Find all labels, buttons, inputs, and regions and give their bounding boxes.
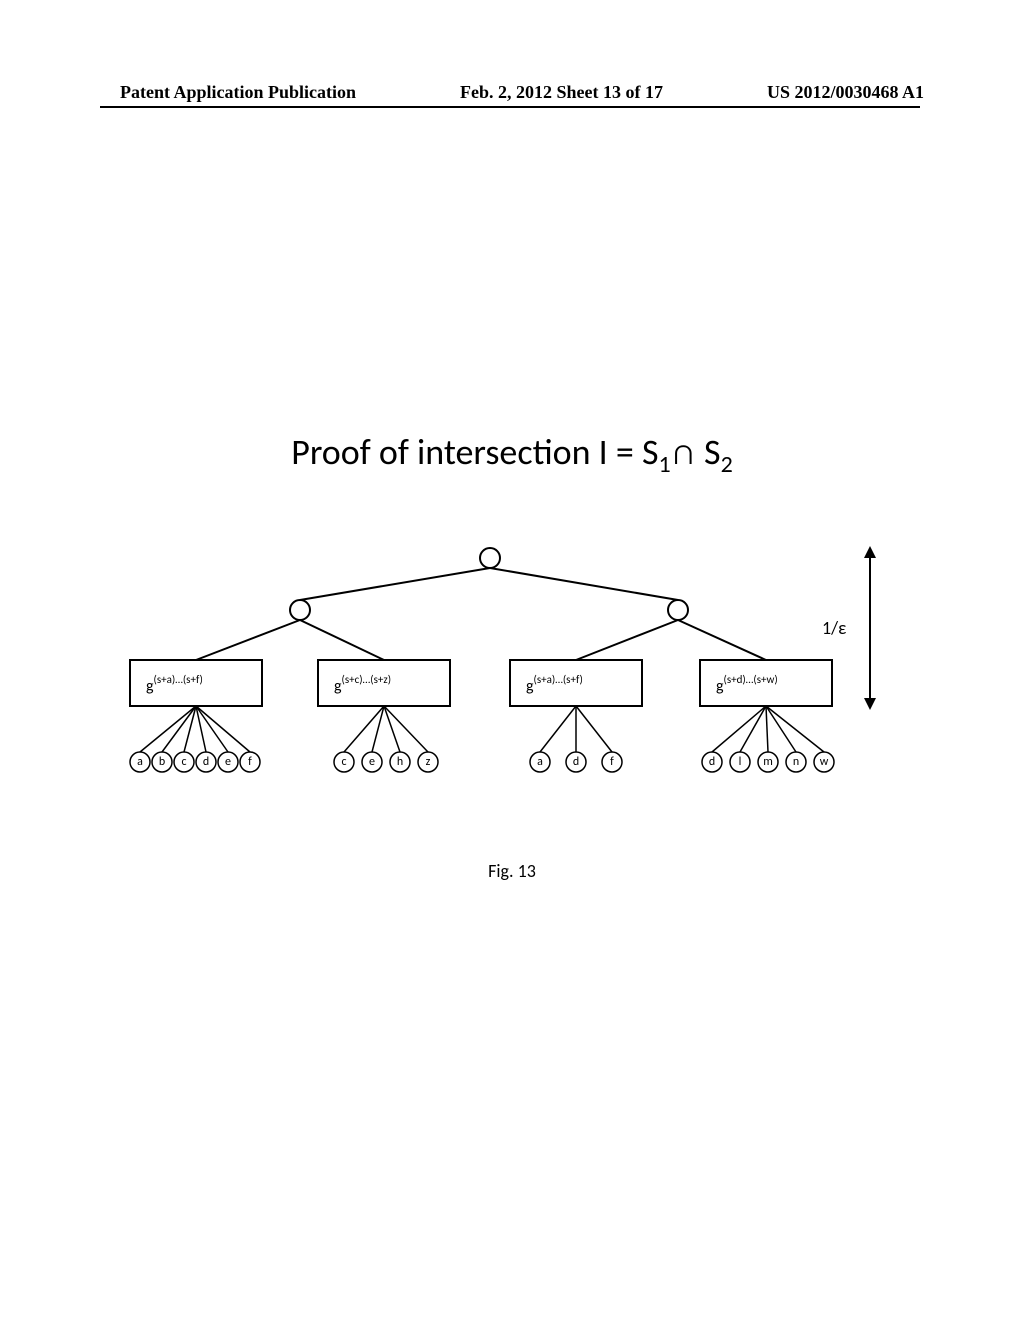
svg-text:f: f xyxy=(248,755,252,769)
title-cap: ∩ S xyxy=(671,430,721,474)
svg-text:d: d xyxy=(203,755,209,769)
title-prefix: Proof of intersection I = S xyxy=(291,430,658,474)
svg-text:l: l xyxy=(739,755,742,769)
header-center: Feb. 2, 2012 Sheet 13 of 17 xyxy=(460,82,663,103)
svg-text:f: f xyxy=(610,755,614,769)
svg-text:n: n xyxy=(793,755,799,769)
title-sub1: 1 xyxy=(658,450,670,479)
patent-header: Patent Application Publication Feb. 2, 2… xyxy=(0,82,1024,103)
svg-text:d: d xyxy=(573,755,579,769)
tree-diagram: g(s+a)…(s+f)g(s+c)…(s+z)g(s+a)…(s+f)g(s+… xyxy=(100,540,924,840)
title-sub2: 2 xyxy=(721,450,733,479)
svg-text:a: a xyxy=(537,755,543,769)
svg-text:d: d xyxy=(709,755,715,769)
svg-text:z: z xyxy=(426,755,431,769)
svg-text:h: h xyxy=(397,755,403,769)
header-left: Patent Application Publication xyxy=(120,82,356,103)
figure-label: Fig. 13 xyxy=(0,860,1024,882)
svg-text:c: c xyxy=(341,755,346,769)
svg-text:e: e xyxy=(225,755,231,769)
svg-text:e: e xyxy=(369,755,375,769)
header-right: US 2012/0030468 A1 xyxy=(767,82,924,103)
tree-svg: g(s+a)…(s+f)g(s+c)…(s+z)g(s+a)…(s+f)g(s+… xyxy=(100,540,924,850)
svg-text:c: c xyxy=(181,755,186,769)
svg-text:w: w xyxy=(820,755,829,769)
svg-text:b: b xyxy=(159,755,165,769)
header-rule xyxy=(100,106,920,108)
svg-text:a: a xyxy=(137,755,143,769)
diagram-title: Proof of intersection I = S1∩ S2 xyxy=(0,430,1024,479)
svg-text:1/ε: 1/ε xyxy=(822,617,846,639)
svg-text:m: m xyxy=(763,755,773,769)
